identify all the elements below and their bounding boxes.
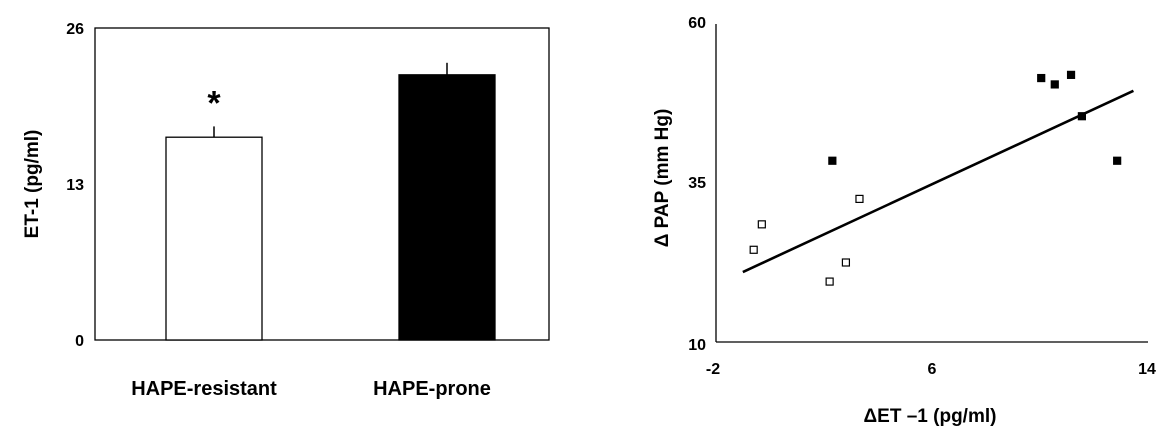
open-square-point <box>855 194 864 203</box>
filled-square-point <box>1077 112 1087 121</box>
scatter-x-tick-label-mid: 6 <box>928 361 937 378</box>
bar-hape-resistant <box>165 136 263 341</box>
open-square-point <box>841 258 851 267</box>
y-tick-label-top: 26 <box>66 21 84 38</box>
scatter-y-axis-title: Δ PAP (mm Hg) <box>652 109 673 248</box>
filled-square-point <box>1037 73 1046 83</box>
scatter-y-tick-label-mid: 35 <box>688 175 706 192</box>
scatter-x-tick-label-left: -2 <box>706 361 720 378</box>
category-label-hape-prone: HAPE-prone <box>373 378 491 400</box>
open-square-point <box>825 277 834 286</box>
y-tick-label-mid: 13 <box>66 177 84 194</box>
filled-square-point <box>1066 70 1076 79</box>
scatter-y-tick-label-top: 60 <box>688 15 706 32</box>
open-square-point <box>749 245 758 254</box>
significance-asterisk: * <box>207 84 221 122</box>
y-tick-label-bottom: 0 <box>75 333 84 350</box>
filled-square-point <box>828 156 837 165</box>
bar-chart-frame <box>94 27 550 341</box>
bar-chart: 26 13 0 ET-1 (pg/ml) * HAPE-resistant HA… <box>22 21 550 400</box>
scatter-points <box>749 70 1122 286</box>
scatter-x-tick-label-right: 14 <box>1138 361 1156 378</box>
scatter-x-axis-title: ΔET –1 (pg/ml) <box>864 406 997 427</box>
filled-square-point <box>1050 80 1059 89</box>
bar-hape-prone <box>398 74 496 341</box>
category-label-hape-resistant: HAPE-resistant <box>131 378 277 400</box>
scatter-trendline <box>742 89 1134 274</box>
open-square-point <box>757 220 766 229</box>
scatter-y-tick-label-bottom: 10 <box>688 337 706 354</box>
scatter-chart: 60 35 10 -2 6 14 Δ PAP (mm Hg) ΔET –1 (p… <box>652 15 1156 427</box>
bar-y-axis-title: ET-1 (pg/ml) <box>22 130 43 239</box>
filled-square-point <box>1113 156 1122 165</box>
